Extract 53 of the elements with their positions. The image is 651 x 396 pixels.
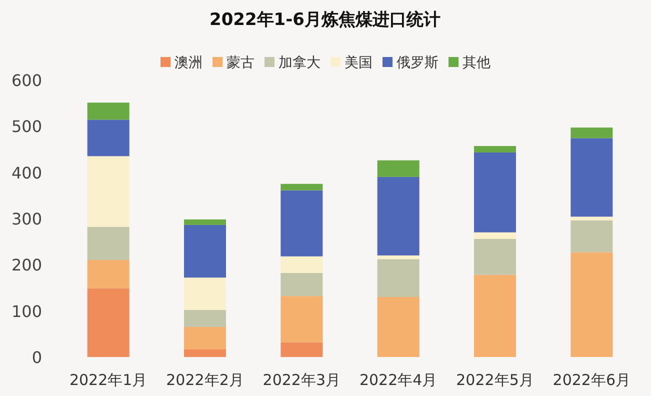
bar bbox=[570, 138, 613, 217]
x-tick-label: 2022年2月 bbox=[166, 371, 244, 389]
bar bbox=[280, 184, 323, 190]
bar bbox=[474, 274, 516, 357]
legend-label: 俄罗斯 bbox=[396, 55, 438, 71]
x-tick-label: 2022年5月 bbox=[456, 371, 534, 389]
y-tick-label: 200 bbox=[11, 256, 42, 275]
legend-label: 蒙古 bbox=[226, 55, 254, 71]
bar bbox=[87, 226, 130, 260]
bar bbox=[184, 224, 226, 278]
bar bbox=[87, 102, 130, 120]
bar bbox=[280, 190, 323, 256]
y-tick-label: 500 bbox=[11, 117, 42, 136]
bar bbox=[184, 326, 226, 350]
legend-label: 美国 bbox=[344, 55, 372, 71]
y-tick-label: 600 bbox=[11, 71, 42, 90]
bar bbox=[377, 296, 420, 357]
bar bbox=[280, 272, 323, 296]
bar bbox=[184, 349, 226, 357]
bar bbox=[377, 255, 420, 260]
bar bbox=[87, 156, 130, 227]
bar bbox=[474, 238, 516, 275]
bar bbox=[184, 310, 226, 327]
bar bbox=[280, 256, 323, 273]
bar bbox=[87, 260, 130, 288]
bar bbox=[377, 176, 420, 256]
bar bbox=[377, 259, 420, 297]
bar bbox=[184, 278, 226, 310]
legend-label: 澳洲 bbox=[174, 55, 202, 71]
x-tick-label: 2022年4月 bbox=[359, 371, 438, 389]
bar bbox=[474, 232, 516, 239]
bar bbox=[570, 128, 613, 138]
bar bbox=[87, 120, 130, 156]
bar bbox=[570, 216, 613, 220]
y-tick-label: 100 bbox=[11, 302, 42, 321]
bar bbox=[87, 288, 130, 357]
y-tick-label: 300 bbox=[11, 210, 42, 228]
bar bbox=[377, 160, 420, 177]
y-tick-label: 400 bbox=[11, 163, 42, 182]
chart-title: 2022年1-6月炼焦煤进口统计 bbox=[209, 10, 441, 30]
x-tick-label: 2022年3月 bbox=[262, 371, 341, 389]
bar bbox=[474, 146, 516, 152]
bar bbox=[280, 342, 323, 357]
bar bbox=[570, 220, 613, 252]
y-tick-label: 0 bbox=[32, 348, 42, 367]
x-tick-label: 2022年1月 bbox=[69, 371, 148, 389]
legend-label: 加拿大 bbox=[278, 55, 320, 71]
x-tick-label: 2022年6月 bbox=[552, 371, 631, 389]
legend-label: 其他 bbox=[462, 55, 490, 71]
bar bbox=[474, 152, 516, 232]
bar bbox=[570, 252, 613, 357]
bar bbox=[280, 296, 323, 342]
bar bbox=[184, 219, 226, 225]
